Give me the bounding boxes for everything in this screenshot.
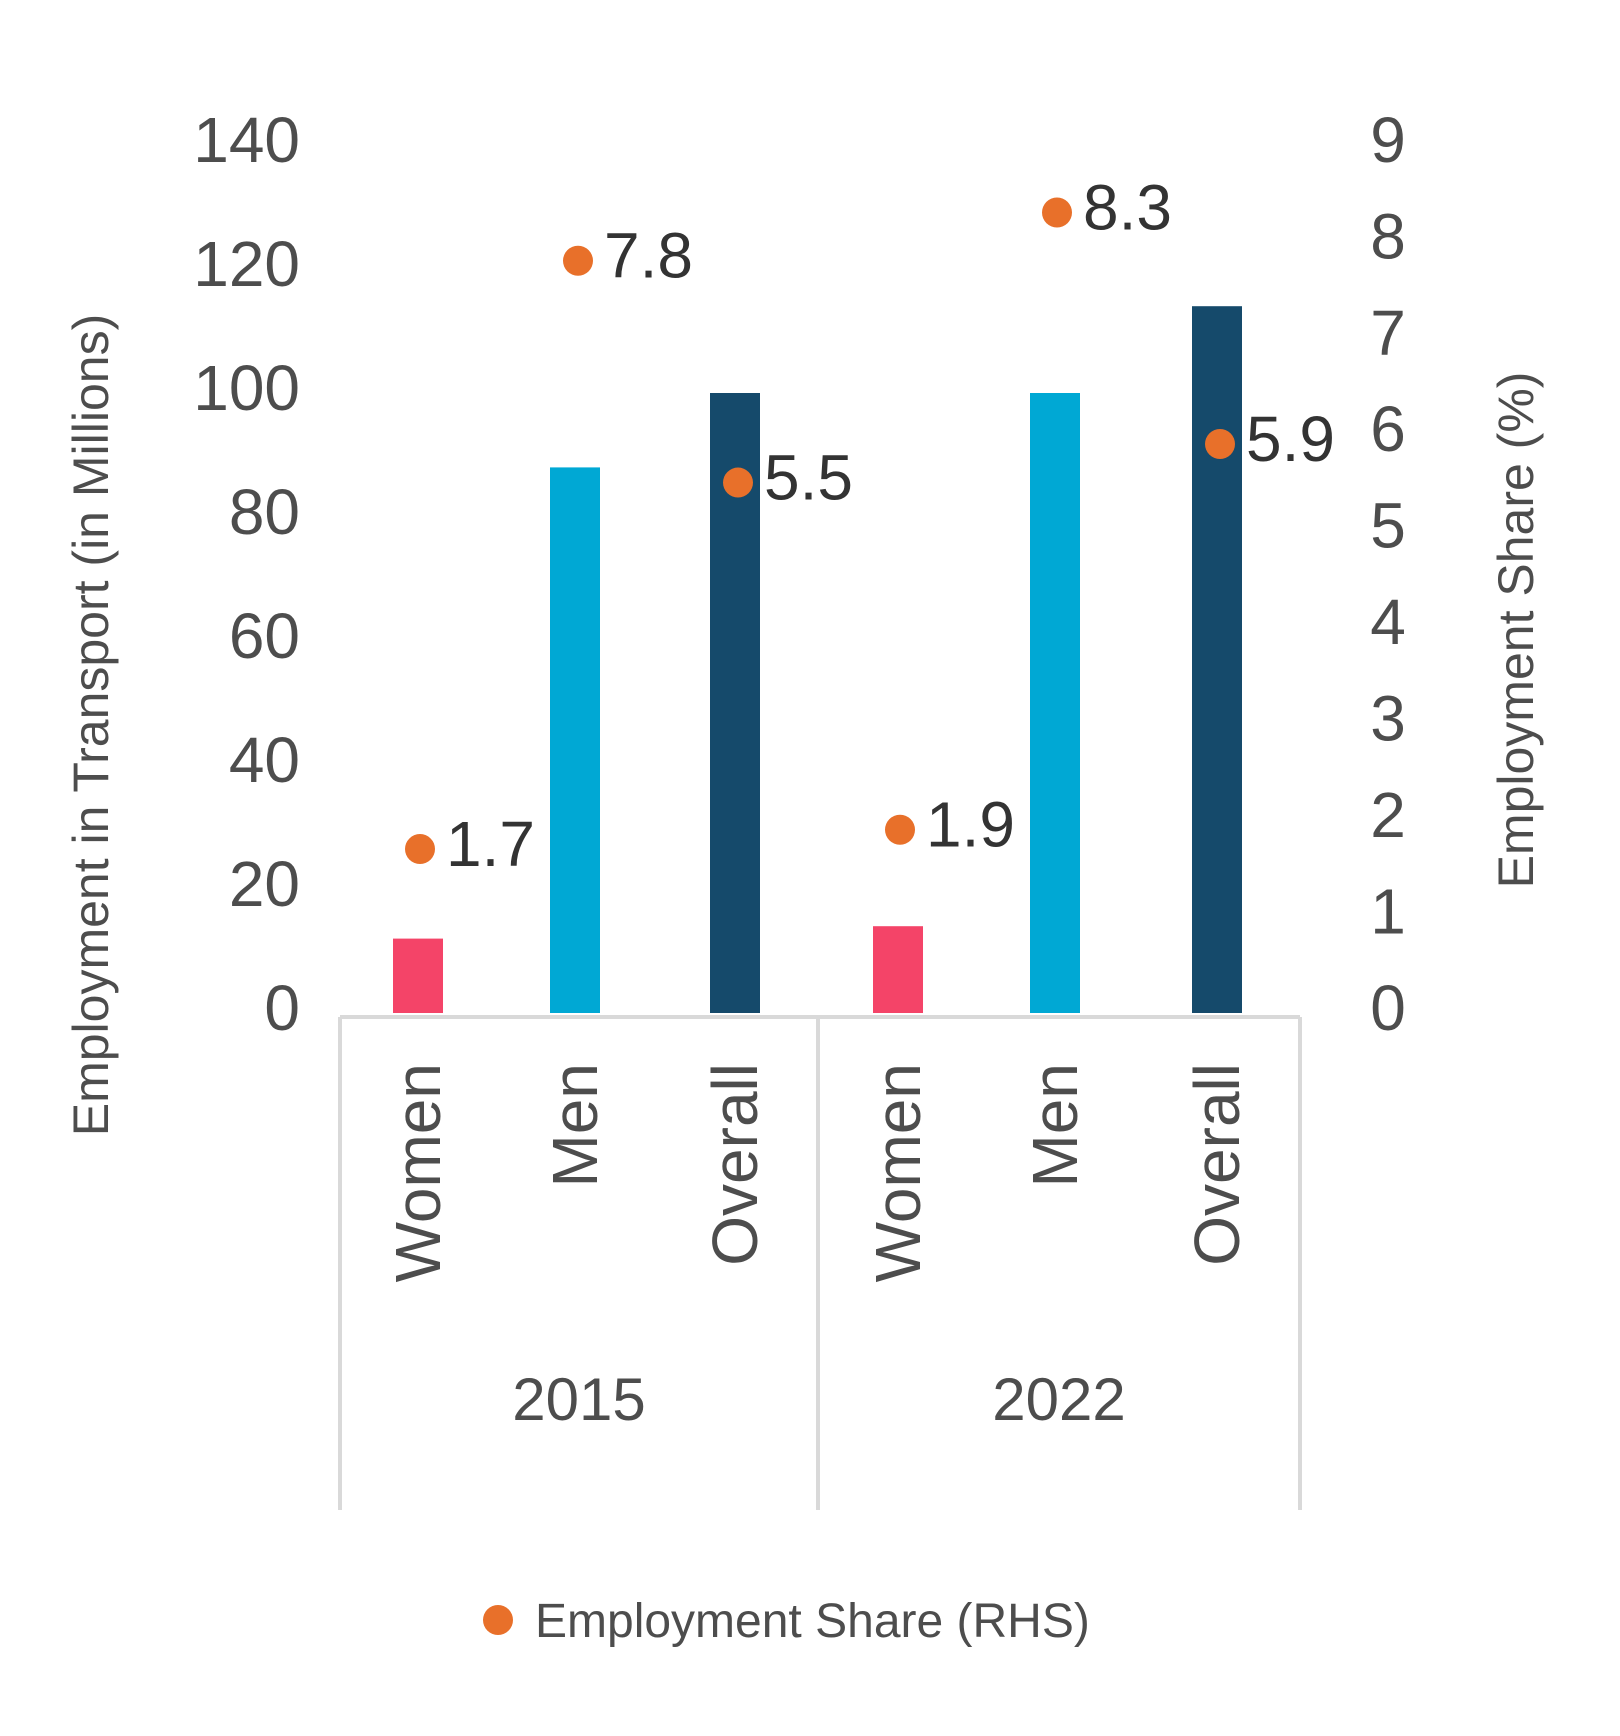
- share-point: [723, 467, 753, 498]
- legend-marker: [483, 1605, 513, 1635]
- left-axis-ticks: 0 20 40 60 80 100 120 140: [193, 104, 300, 1044]
- right-axis-ticks: 0 1 2 3 4 5 6 7 8 9: [1370, 104, 1406, 1044]
- category-label: Women: [862, 1063, 934, 1282]
- right-tick-label: 2: [1370, 779, 1406, 851]
- share-data-label: 1.9: [926, 789, 1015, 861]
- legend: Employment Share (RHS): [483, 1595, 1090, 1648]
- bar-2015-women: [393, 938, 443, 1013]
- bars: [393, 306, 1242, 1013]
- left-tick-label: 20: [229, 848, 300, 920]
- axis-lines: [338, 1015, 1302, 1510]
- category-label: Men: [1019, 1063, 1091, 1188]
- left-tick-label: 80: [229, 476, 300, 548]
- share-data-label: 5.5: [764, 441, 853, 513]
- right-axis-title: Employment Share (%): [1488, 372, 1544, 889]
- share-points: 1.7 7.8 5.5 1.9 8.3 5.9: [405, 171, 1335, 880]
- right-tick-label: 7: [1370, 297, 1406, 369]
- right-tick-label: 6: [1370, 393, 1406, 465]
- left-tick-label: 140: [193, 104, 300, 176]
- share-point: [1205, 428, 1235, 459]
- category-label: Men: [539, 1063, 611, 1188]
- share-point: [563, 245, 593, 276]
- category-label: Overall: [699, 1063, 771, 1266]
- right-tick-label: 3: [1370, 683, 1406, 755]
- share-point: [1042, 197, 1072, 228]
- share-data-label: 8.3: [1083, 171, 1172, 243]
- group-label: 2022: [992, 1366, 1125, 1433]
- bar-2022-overall: [1192, 306, 1242, 1013]
- left-tick-label: 40: [229, 724, 300, 796]
- left-tick-label: 0: [264, 972, 300, 1044]
- left-tick-label: 60: [229, 600, 300, 672]
- legend-label: Employment Share (RHS): [535, 1595, 1090, 1648]
- bar-2022-women: [873, 926, 923, 1013]
- share-point: [405, 834, 435, 865]
- right-tick-label: 4: [1370, 586, 1406, 658]
- group-labels: 2015 2022: [512, 1366, 1125, 1433]
- left-tick-label: 120: [193, 228, 300, 300]
- category-label: Overall: [1181, 1063, 1253, 1266]
- left-axis-title: Employment in Transport (in Millions): [63, 314, 119, 1137]
- share-data-label: 7.8: [604, 220, 693, 292]
- group-label: 2015: [512, 1366, 645, 1433]
- share-point: [885, 814, 915, 845]
- right-tick-label: 5: [1370, 490, 1406, 562]
- share-data-label: 1.7: [446, 808, 535, 880]
- bar-2015-men: [550, 467, 600, 1013]
- category-labels: Women Men Overall Women Men Overall: [382, 1063, 1253, 1282]
- right-tick-label: 9: [1370, 104, 1406, 176]
- right-tick-label: 1: [1370, 875, 1406, 947]
- left-tick-label: 100: [193, 352, 300, 424]
- category-label: Women: [382, 1063, 454, 1282]
- bar-2022-men: [1030, 393, 1080, 1013]
- share-data-label: 5.9: [1246, 403, 1335, 475]
- right-tick-label: 8: [1370, 200, 1406, 272]
- right-tick-label: 0: [1370, 972, 1406, 1044]
